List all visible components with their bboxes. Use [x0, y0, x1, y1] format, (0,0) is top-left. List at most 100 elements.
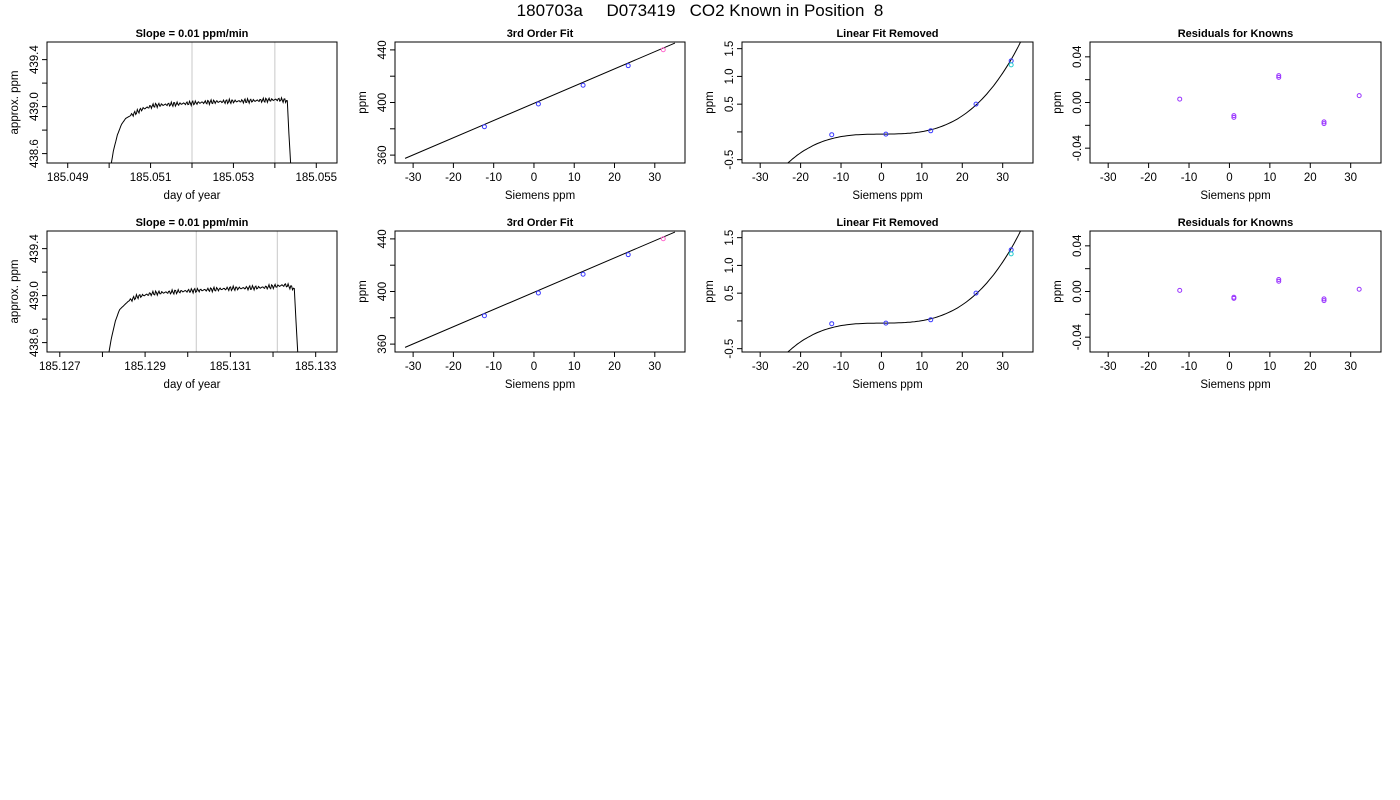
data-point — [1276, 73, 1282, 79]
data-trace-line — [110, 96, 292, 163]
y-tick-label: 438.6 — [29, 139, 41, 168]
data-point — [1321, 296, 1327, 302]
data-point — [1321, 121, 1327, 127]
data-point — [625, 63, 631, 69]
chart-title: Residuals for Knowns — [1178, 217, 1294, 229]
data-point — [625, 252, 631, 258]
data-point-secondary — [1008, 62, 1014, 68]
x-axis-label: Siemens ppm — [1200, 379, 1270, 391]
chart-svg: 3rd Order Fit -30 -20 -10 0 10 20 30 360 400 440 Si… — [357, 217, 686, 391]
data-point — [1356, 93, 1362, 99]
x-tick-label: 20 — [956, 172, 969, 184]
y-tick-label: 440 — [377, 40, 389, 59]
x-tick-label: 30 — [648, 361, 661, 373]
fit-line — [404, 231, 676, 348]
data-point — [481, 313, 487, 319]
data-point — [535, 101, 541, 107]
x-tick-label: 30 — [996, 172, 1009, 184]
x-tick-label: -30 — [752, 361, 769, 373]
y-tick-label: 439.0 — [29, 92, 41, 121]
chart-title: 3rd Order Fit — [507, 217, 574, 229]
x-tick-label: -20 — [445, 172, 462, 184]
x-tick-label: 10 — [915, 172, 928, 184]
x-tick-label: 10 — [1263, 172, 1276, 184]
data-point — [928, 128, 934, 134]
data-point — [973, 101, 979, 107]
x-tick-label: 0 — [531, 172, 537, 184]
x-tick-label: -20 — [792, 172, 809, 184]
data-point — [660, 236, 666, 242]
y-tick-label: 0.00 — [1072, 280, 1084, 302]
x-tick-label: 30 — [996, 361, 1009, 373]
y-tick-label: 439.4 — [29, 234, 41, 263]
y-tick-label: 439.4 — [29, 45, 41, 74]
x-tick-label: -10 — [833, 172, 850, 184]
plot-frame — [46, 230, 338, 353]
chart-title: Linear Fit Removed — [836, 28, 938, 40]
y-axis-label: ppm — [704, 280, 716, 302]
x-tick-label: 20 — [1304, 361, 1317, 373]
data-point — [1231, 294, 1237, 300]
x-tick-label: 0 — [878, 361, 884, 373]
x-tick-label: -10 — [1181, 361, 1198, 373]
data-point — [660, 47, 666, 53]
page-title: 180703a D073419 CO2 Known in Position 8 — [516, 1, 884, 20]
y-tick-label: 1.5 — [724, 230, 736, 246]
x-tick-label: 0 — [1226, 361, 1232, 373]
x-tick-label: -30 — [405, 172, 422, 184]
data-point — [1276, 277, 1282, 283]
data-point — [481, 124, 487, 130]
y-axis-label: ppm — [357, 91, 369, 113]
y-tick-label: 360 — [377, 146, 389, 165]
chart-svg: Residuals for Knowns -30 -20 -10 0 10 20 30 -0.0… — [1052, 28, 1382, 202]
y-tick-label: 0.04 — [1072, 234, 1084, 257]
chart-title: Residuals for Knowns — [1178, 28, 1294, 40]
x-tick-label: 0 — [531, 361, 537, 373]
chart-title: Linear Fit Removed — [836, 217, 938, 229]
data-point — [1321, 298, 1327, 304]
chart-svg: Slope = 0.01 ppm/min 185.049 185.051 185.05… — [9, 28, 338, 202]
x-tick-label: 0 — [1226, 172, 1232, 184]
x-tick-label: 185.051 — [130, 172, 172, 184]
y-axis-label: ppm — [1052, 280, 1064, 302]
x-tick-label: 185.133 — [295, 361, 337, 373]
x-tick-label: -30 — [1100, 361, 1117, 373]
y-tick-label: -0.5 — [724, 339, 736, 359]
data-point — [1356, 286, 1362, 292]
y-tick-label: 400 — [377, 282, 389, 301]
x-tick-label: -10 — [833, 361, 850, 373]
chart-title: Slope = 0.01 ppm/min — [136, 28, 249, 40]
y-tick-label: 438.6 — [29, 328, 41, 357]
data-trace-line — [108, 282, 299, 352]
chart-title: 3rd Order Fit — [507, 28, 574, 40]
x-tick-label: 10 — [915, 361, 928, 373]
chart-svg: Residuals for Knowns -30 -20 -10 0 10 20 30 -0.0… — [1052, 217, 1382, 391]
chart-svg: Linear Fit Removed -30 -20 -10 0 10 20 30 -0.5 0.… — [704, 217, 1034, 391]
y-axis-label: ppm — [1052, 91, 1064, 113]
data-point — [580, 82, 586, 88]
x-tick-label: 185.127 — [39, 361, 81, 373]
x-tick-label: 185.131 — [210, 361, 252, 373]
x-tick-label: 0 — [878, 172, 884, 184]
x-tick-label: 20 — [608, 361, 621, 373]
y-tick-label: -0.5 — [724, 150, 736, 170]
y-tick-label: 400 — [377, 93, 389, 112]
data-point — [1231, 113, 1237, 119]
data-point — [973, 290, 979, 296]
data-point — [883, 320, 889, 326]
x-axis-label: day of year — [164, 379, 221, 391]
x-tick-label: -10 — [485, 172, 502, 184]
x-axis-label: Siemens ppm — [505, 379, 575, 391]
x-tick-label: 30 — [1344, 172, 1357, 184]
x-axis-label: Siemens ppm — [505, 190, 575, 202]
y-tick-label: -0.04 — [1072, 134, 1084, 161]
x-tick-label: -30 — [1100, 172, 1117, 184]
x-tick-label: 10 — [568, 361, 581, 373]
x-tick-label: 10 — [1263, 361, 1276, 373]
data-point — [535, 290, 541, 296]
data-point — [1231, 114, 1237, 120]
x-tick-label: -10 — [1181, 172, 1198, 184]
x-tick-label: 185.129 — [124, 361, 166, 373]
x-tick-label: -20 — [445, 361, 462, 373]
data-point-secondary — [1008, 251, 1014, 257]
